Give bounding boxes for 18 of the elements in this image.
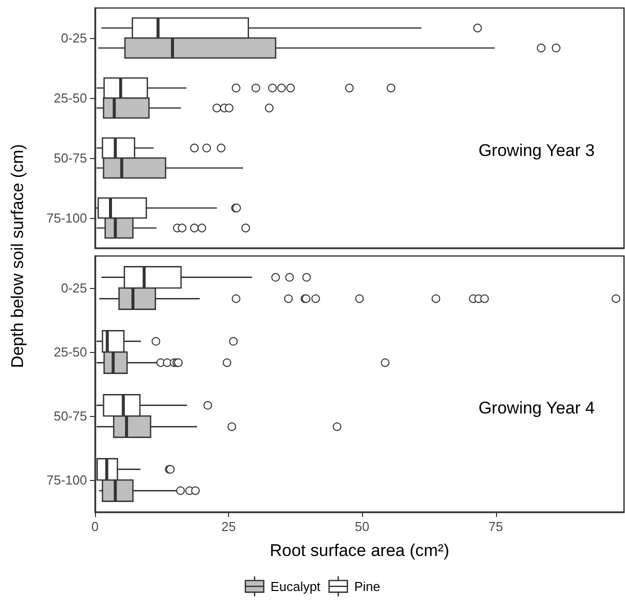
y-tick-label: 25-50	[54, 344, 87, 360]
x-axis-title: Root surface area (cm²)	[270, 541, 450, 560]
x-tick-label: 0	[91, 519, 99, 534]
legend-label: Eucalypt	[270, 578, 321, 594]
y-tick-label: 25-50	[54, 90, 87, 106]
y-tick-label: 50-75	[54, 150, 87, 166]
legend-label: Pine	[354, 578, 380, 594]
x-tick-label: 75	[488, 519, 503, 534]
y-axis-title: Depth below soil surface (cm)	[8, 144, 28, 368]
annotation: Growing Year 4	[478, 398, 595, 418]
y-tick-label: 0-25	[60, 30, 87, 46]
x-tick-label: 25	[221, 519, 236, 534]
x-tick-label: 50	[354, 519, 370, 534]
y-tick-label: 75-100	[46, 472, 87, 488]
y-tick-label: 75-100	[46, 210, 87, 226]
y-tick-label: 0-25	[60, 280, 87, 296]
annotation: Growing Year 3	[478, 141, 595, 160]
y-tick-label: 50-75	[54, 408, 87, 424]
